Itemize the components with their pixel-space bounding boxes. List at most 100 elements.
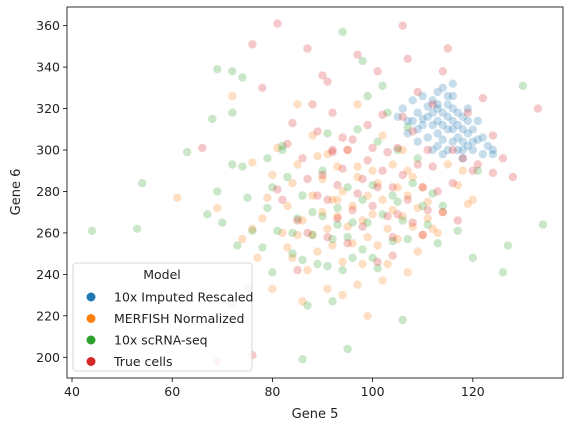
data-point	[428, 189, 437, 198]
data-point	[283, 139, 292, 148]
data-point	[328, 145, 337, 155]
data-point	[418, 230, 427, 240]
data-point	[363, 91, 372, 101]
data-point	[333, 220, 342, 229]
data-point	[408, 222, 417, 231]
data-point	[358, 195, 367, 204]
data-point	[433, 141, 442, 151]
data-point	[363, 311, 372, 320]
data-point	[468, 195, 477, 204]
data-point	[468, 166, 477, 175]
data-point	[443, 112, 452, 122]
data-point	[418, 183, 427, 192]
data-point	[428, 162, 437, 171]
data-point	[388, 160, 397, 169]
data-point	[378, 81, 387, 91]
data-point	[368, 201, 377, 211]
data-point	[278, 145, 287, 155]
data-point	[288, 249, 297, 258]
data-point	[308, 230, 317, 240]
data-point	[363, 191, 372, 200]
data-point	[418, 114, 427, 124]
data-point	[453, 133, 462, 142]
data-point	[418, 183, 427, 192]
data-point	[323, 195, 332, 204]
data-point	[433, 104, 442, 113]
data-point	[358, 222, 367, 231]
data-point	[323, 232, 332, 242]
data-point	[338, 257, 347, 267]
data-point	[413, 160, 422, 169]
data-point	[418, 230, 427, 240]
data-point	[238, 162, 247, 171]
data-point	[453, 216, 462, 225]
data-point	[293, 266, 302, 275]
data-point	[478, 133, 487, 142]
data-point	[428, 145, 437, 155]
data-point	[433, 228, 442, 238]
data-point	[423, 205, 432, 215]
data-point	[323, 261, 332, 271]
data-point	[353, 162, 362, 171]
data-point	[243, 193, 252, 202]
y-tick-label: 240	[36, 267, 60, 282]
data-point	[463, 199, 472, 209]
data-point	[238, 73, 247, 82]
data-point	[283, 201, 292, 211]
data-point	[498, 268, 508, 277]
data-point	[298, 255, 307, 265]
data-point	[253, 253, 262, 262]
data-point	[358, 245, 367, 254]
data-point	[343, 145, 352, 155]
data-point	[333, 203, 342, 213]
data-point	[333, 195, 342, 204]
legend-label: MERFISH Normalized	[114, 311, 244, 326]
data-point	[308, 191, 317, 200]
data-point	[358, 259, 367, 269]
data-point	[413, 87, 422, 97]
data-point	[443, 44, 452, 53]
data-point	[423, 145, 432, 155]
data-point	[443, 91, 452, 101]
data-point	[448, 91, 457, 101]
data-point	[463, 141, 472, 151]
data-point	[263, 154, 272, 163]
data-point	[448, 116, 457, 126]
data-point	[483, 141, 492, 151]
data-point	[218, 218, 227, 227]
legend: Model 10x Imputed Rescaled MERFISH Normal…	[72, 262, 253, 372]
legend-marker	[86, 335, 96, 345]
data-point	[463, 108, 472, 117]
y-tick-label: 360	[36, 18, 60, 33]
legend-label: 10x Imputed Rescaled	[114, 290, 253, 305]
data-point	[303, 301, 312, 310]
data-point	[423, 197, 432, 206]
y-tick-label: 200	[36, 350, 60, 365]
y-tick-label: 320	[36, 101, 60, 116]
data-point	[348, 218, 357, 227]
data-point	[433, 129, 442, 138]
data-point	[398, 145, 407, 155]
data-point	[203, 210, 212, 219]
data-point	[348, 205, 357, 215]
data-point	[508, 172, 518, 182]
data-point	[333, 212, 342, 221]
data-point	[488, 168, 498, 177]
data-point	[328, 234, 337, 244]
data-point	[453, 181, 462, 190]
data-point	[318, 212, 327, 221]
data-point	[413, 247, 422, 256]
y-tick-label: 340	[36, 60, 60, 75]
data-point	[132, 224, 142, 233]
data-point	[213, 187, 222, 196]
data-point	[453, 120, 462, 130]
series-0	[393, 79, 498, 163]
data-point	[403, 191, 412, 200]
legend-label: True cells	[113, 354, 173, 369]
data-point	[383, 108, 392, 117]
data-point	[373, 183, 382, 192]
series-2	[87, 27, 548, 364]
data-point	[393, 234, 402, 244]
data-point	[368, 143, 377, 153]
data-point	[238, 234, 247, 244]
